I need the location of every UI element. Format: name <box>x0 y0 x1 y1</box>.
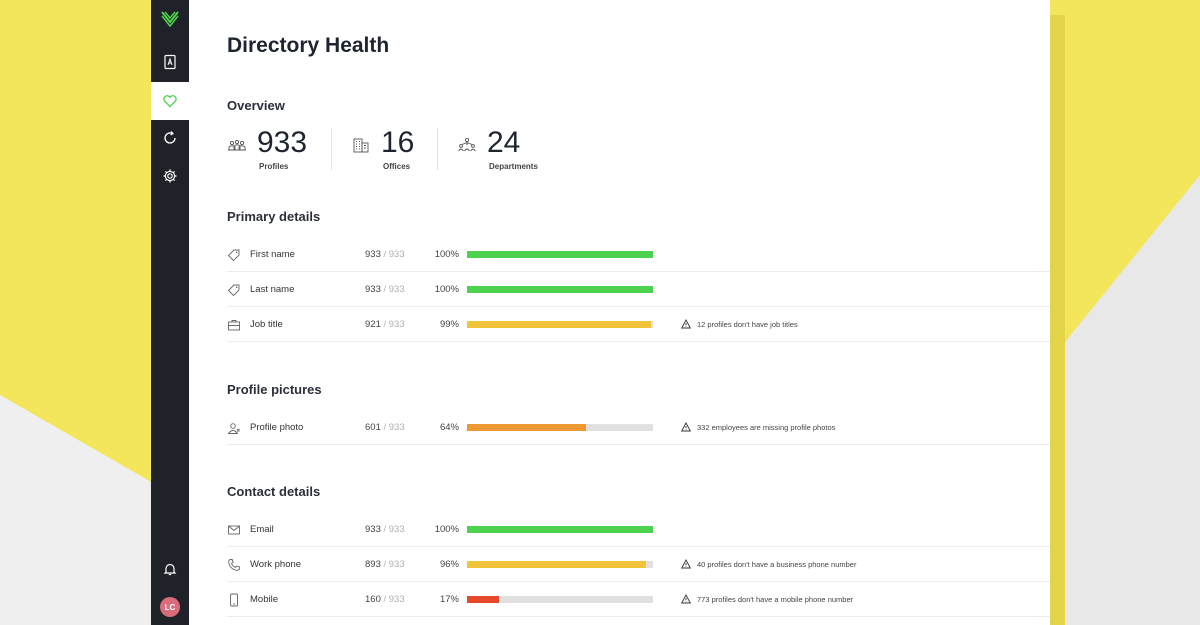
window-shadow <box>1050 15 1065 625</box>
row-count: 601 / 933 <box>365 422 405 433</box>
warning-icon <box>681 559 691 569</box>
row-percent: 64% <box>439 422 459 433</box>
table-row[interactable]: Work phone 893 / 933 96% 40 profiles don… <box>227 547 1050 582</box>
table-row[interactable]: Profile photo 601 / 933 64% 332 employee… <box>227 410 1050 445</box>
envelope-icon <box>228 525 240 535</box>
profile-pictures-title: Profile pictures <box>227 382 322 397</box>
progress-fill <box>467 424 587 431</box>
row-label: First name <box>250 249 295 260</box>
row-label: Work phone <box>250 559 302 570</box>
table-row[interactable]: Email 933 / 933 100% <box>227 512 1050 547</box>
table-row[interactable]: First name 933 / 933 100% <box>227 237 1050 272</box>
row-count: 933 / 933 <box>365 284 405 295</box>
avatar[interactable]: LC <box>160 597 180 617</box>
building-icon <box>353 138 369 153</box>
stat-profiles-label: Profiles <box>259 162 289 171</box>
main-content: Directory Health Overview 933 Profiles 1… <box>189 0 1050 625</box>
progress-bar <box>467 321 653 328</box>
row-label: Email <box>250 524 274 535</box>
sync-icon <box>164 131 176 144</box>
row-label: Last name <box>250 284 295 295</box>
row-percent: 99% <box>439 319 459 330</box>
progress-bar <box>467 526 653 533</box>
sidebar-item-health[interactable] <box>151 82 189 120</box>
sidebar-item-notifications[interactable] <box>151 550 189 588</box>
bell-icon <box>163 563 177 576</box>
warning-message: 40 profiles don't have a business phone … <box>681 559 856 569</box>
row-percent: 100% <box>434 249 459 260</box>
table-row[interactable]: Last name 933 / 933 100% <box>227 272 1050 307</box>
sidebar-item-settings[interactable] <box>151 157 189 195</box>
mobile-icon <box>230 593 238 607</box>
overview-title: Overview <box>227 98 285 113</box>
sidebar: LC <box>151 0 189 625</box>
stat-departments-value: 24 <box>487 126 521 159</box>
row-percent: 100% <box>434 284 459 295</box>
tag-icon <box>227 249 240 262</box>
progress-bar <box>467 596 653 603</box>
table-row[interactable]: Mobile 160 / 933 17% 773 profiles don't … <box>227 582 1050 617</box>
row-percent: 100% <box>434 524 459 535</box>
row-count: 933 / 933 <box>365 524 405 535</box>
warning-message: 773 profiles don't have a mobile phone n… <box>681 594 853 604</box>
row-label: Profile photo <box>250 422 304 433</box>
row-percent: 96% <box>439 559 459 570</box>
progress-fill <box>467 561 646 568</box>
progress-fill <box>467 526 653 533</box>
primary-details-title: Primary details <box>227 209 321 224</box>
page-title: Directory Health <box>227 34 390 57</box>
row-count: 893 / 933 <box>365 559 405 570</box>
stat-offices-value: 16 <box>381 126 415 159</box>
row-count: 933 / 933 <box>365 249 405 260</box>
app-window: LC Directory Health Overview 933 Profile… <box>151 0 1050 625</box>
progress-bar <box>467 561 653 568</box>
progress-fill <box>467 321 652 328</box>
stat-profiles-value: 933 <box>257 126 308 159</box>
org-chart-icon <box>458 137 476 152</box>
contact-details-title: Contact details <box>227 484 321 499</box>
contacts-icon <box>164 54 176 70</box>
progress-bar <box>467 286 653 293</box>
progress-bar <box>467 424 653 431</box>
phone-icon <box>228 559 240 571</box>
sidebar-item-directory[interactable] <box>151 43 189 81</box>
sidebar-item-sync[interactable] <box>151 119 189 157</box>
tag-icon <box>227 284 240 297</box>
row-label: Job title <box>250 319 283 330</box>
stat-divider <box>331 128 332 170</box>
warning-icon <box>681 422 691 432</box>
warning-icon <box>681 594 691 604</box>
logo-icon[interactable] <box>160 8 180 28</box>
progress-fill <box>467 251 653 258</box>
row-count: 160 / 933 <box>365 594 405 605</box>
stat-departments-label: Departments <box>489 162 538 171</box>
table-row[interactable]: Job title 921 / 933 99% 12 profiles don'… <box>227 307 1050 342</box>
stat-offices-label: Offices <box>383 162 411 171</box>
heart-icon <box>163 95 177 108</box>
warning-message: 332 employees are missing profile photos <box>681 422 835 432</box>
person-photo-icon <box>227 423 240 434</box>
progress-fill <box>467 596 499 603</box>
row-percent: 17% <box>439 594 459 605</box>
row-label: Mobile <box>250 594 278 605</box>
gear-icon <box>163 169 177 183</box>
progress-fill <box>467 286 653 293</box>
warning-icon <box>681 319 691 329</box>
progress-bar <box>467 251 653 258</box>
people-icon <box>228 139 246 151</box>
row-count: 921 / 933 <box>365 319 405 330</box>
stat-divider <box>437 128 438 170</box>
briefcase-icon <box>228 320 240 331</box>
warning-message: 12 profiles don't have job titles <box>681 319 798 329</box>
